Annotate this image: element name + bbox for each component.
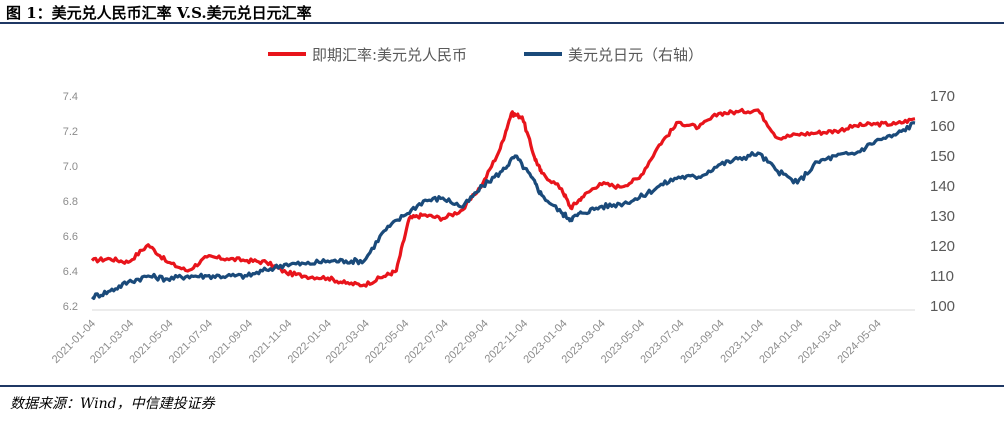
left-axis-tick-label: 7.4: [63, 91, 78, 103]
right-axis-tick-label: 170: [930, 88, 955, 105]
left-axis-tick-label: 6.8: [63, 196, 78, 208]
right-axis-tick-label: 140: [930, 178, 955, 195]
top-rule: [0, 22, 1004, 24]
legend-label-usdjpy: 美元兑日元（右轴）: [568, 46, 703, 64]
right-axis-tick-label: 100: [930, 298, 955, 315]
right-axis-tick-label: 160: [930, 118, 955, 135]
left-axis-tick-label: 7.0: [63, 161, 78, 173]
source-note: 数据来源：Wind，中信建投证券: [10, 396, 215, 412]
bottom-rule: [0, 385, 1004, 387]
left-axis-tick-label: 6.2: [63, 301, 78, 313]
right-axis-tick-label: 120: [930, 238, 955, 255]
legend-label-usdcny: 即期汇率:美元兑人民币: [312, 46, 467, 64]
right-axis-tick-label: 110: [930, 268, 954, 285]
usdcny-series-line: [90, 107, 916, 288]
figure-title: 图 1：美元兑人民币汇率 V.S.美元兑日元汇率: [6, 4, 312, 22]
left-axis-tick-label: 6.6: [63, 231, 78, 243]
right-axis-tick-label: 150: [930, 148, 955, 165]
right-axis-tick-label: 130: [930, 208, 955, 225]
usdjpy-series-line: [91, 121, 916, 300]
left-axis-tick-label: 7.2: [63, 126, 78, 138]
left-axis-tick-label: 6.4: [63, 266, 78, 278]
